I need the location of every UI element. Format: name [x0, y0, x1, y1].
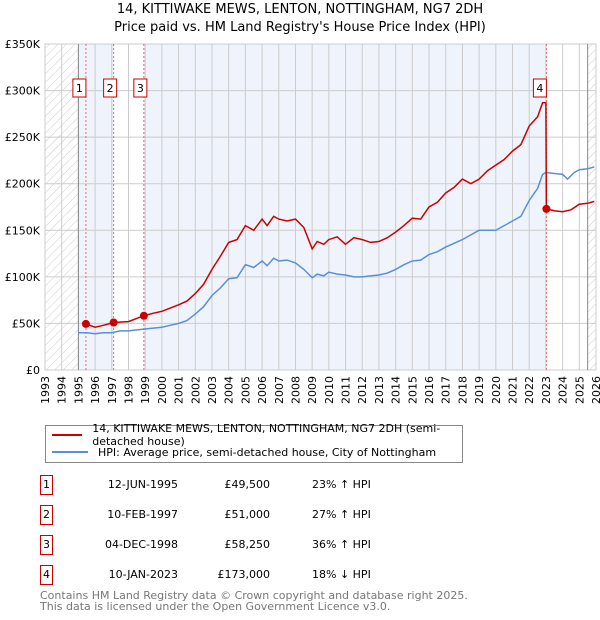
- sale-label-box: 3: [133, 78, 148, 98]
- x-tick-label: 2025: [573, 376, 586, 404]
- sale-label-number: 1: [76, 82, 83, 95]
- sale-label-border: [72, 78, 87, 98]
- y-tick-label: £350K: [5, 38, 41, 51]
- sale-label-box: 2: [103, 78, 118, 98]
- x-tick-label: 1997: [106, 376, 119, 404]
- sale-marker-badge: 4: [40, 565, 53, 585]
- sale-date: 10-JAN-2023: [108, 568, 178, 581]
- plot-area: 1993 1994 1995 1996 1997 1998 1999 2000 2001 2002…: [5, 38, 600, 404]
- sale-label-box: 4: [532, 78, 547, 98]
- x-tick-label: 1999: [139, 376, 152, 404]
- x-tick-label: 2019: [473, 376, 486, 404]
- sale-date: 04-DEC-1998: [104, 538, 178, 551]
- legend-item-property: 14, KITTIWAKE MEWS, LENTON, NOTTINGHAM, …: [52, 422, 462, 448]
- chart-subtitle: Price paid vs. HM Land Registry's House …: [114, 20, 486, 35]
- x-tick-label: 2004: [223, 376, 236, 404]
- footer-licence: This data is licensed under the Open Gov…: [40, 600, 391, 613]
- x-tick-label: 2024: [557, 376, 570, 404]
- shaded-band: [78, 44, 114, 370]
- x-tick-label: 2008: [289, 376, 302, 404]
- y-tick-label: £250K: [5, 131, 41, 144]
- legend-swatch-red: [52, 434, 83, 436]
- sale-marker-badge: 3: [40, 535, 53, 555]
- x-tick-label: 2000: [156, 376, 169, 404]
- x-tick-label: 2020: [490, 376, 503, 404]
- sale-price: £49,500: [224, 478, 271, 491]
- x-tick-label: 2010: [323, 376, 336, 404]
- sale-price: £58,250: [224, 538, 271, 551]
- x-tick-label: 2001: [173, 376, 186, 404]
- x-tick-label: 2021: [507, 376, 520, 404]
- x-tick-label: 2007: [273, 376, 286, 404]
- sale-hpi-diff: 23% ↑ HPI: [312, 478, 371, 491]
- sale-hpi-diff: 18% ↓ HPI: [312, 568, 371, 581]
- sale-date: 12-JUN-1995: [107, 478, 178, 491]
- sale-marker-badge: 2: [40, 505, 53, 525]
- y-tick-label: £100K: [5, 271, 41, 284]
- sale-hpi-diff: 27% ↑ HPI: [312, 508, 371, 521]
- sale-point: [139, 311, 148, 320]
- sale-price: £51,000: [224, 508, 271, 521]
- x-tick-label: 2002: [189, 376, 202, 404]
- hpi-line: [78, 166, 595, 335]
- sale-label-number: 3: [137, 82, 144, 95]
- chart-title: 14, KITTIWAKE MEWS, LENTON, NOTTINGHAM, …: [116, 2, 484, 17]
- x-tick-label: 2026: [590, 376, 600, 404]
- y-tick-label: £200K: [5, 178, 41, 191]
- sale-point: [81, 319, 90, 328]
- x-tick-label: 2016: [423, 376, 436, 404]
- x-tick-label: 2018: [456, 376, 469, 404]
- plot-border: [44, 43, 597, 371]
- x-tick-label: 1998: [122, 376, 135, 404]
- sale-date: 10-FEB-1997: [107, 508, 178, 521]
- legend-item-hpi: HPI: Average price, semi-detached house,…: [52, 444, 436, 460]
- footer-copyright: Contains HM Land Registry data © Crown c…: [40, 589, 468, 602]
- x-tick-label: 2013: [373, 376, 386, 404]
- legend-label: 14, KITTIWAKE MEWS, LENTON, NOTTINGHAM, …: [92, 422, 441, 448]
- sale-label-border: [103, 78, 118, 98]
- sale-label-number: 2: [107, 82, 114, 95]
- sale-point: [542, 204, 551, 213]
- x-tick-label: 2006: [256, 376, 269, 404]
- hatched-region-future: [587, 44, 596, 370]
- y-tick-label: £150K: [5, 224, 41, 237]
- sale-hpi-diff: 36% ↑ HPI: [312, 538, 371, 551]
- x-tick-label: 1994: [56, 376, 69, 404]
- y-tick-label: £50K: [12, 317, 41, 330]
- footer: Contains HM Land Registry data © Crown c…: [40, 590, 468, 612]
- sale-label-box: 1: [72, 78, 87, 98]
- legend-label: HPI: Average price, semi-detached house,…: [98, 445, 437, 459]
- x-tick-label: 2015: [406, 376, 419, 404]
- x-tick-label: 2005: [239, 376, 252, 404]
- x-tick-label: 2012: [356, 376, 369, 404]
- x-tick-label: 1995: [72, 376, 85, 404]
- sale-label-number: 4: [536, 82, 543, 95]
- y-tick-label: £300K: [5, 85, 41, 98]
- x-tick-label: 2014: [390, 376, 403, 404]
- legend: 14, KITTIWAKE MEWS, LENTON, NOTTINGHAM, …: [45, 422, 463, 463]
- x-tick-label: 2022: [523, 376, 536, 404]
- legend-swatch-blue: [52, 451, 88, 453]
- property-price-line: [85, 101, 595, 328]
- x-tick-label: 2023: [540, 376, 553, 404]
- sale-point: [109, 318, 118, 327]
- x-tick-label: 2009: [306, 376, 319, 404]
- x-tick-label: 1993: [39, 376, 52, 404]
- y-tick-label: £0: [26, 364, 40, 377]
- sale-label-border: [532, 78, 547, 98]
- sale-price: £173,000: [217, 568, 271, 581]
- sale-label-border: [133, 78, 148, 98]
- x-tick-label: 2017: [440, 376, 453, 404]
- x-tick-label: 2011: [340, 376, 353, 404]
- sale-marker-badge: 1: [40, 475, 53, 495]
- x-tick-label: 2003: [206, 376, 219, 404]
- x-tick-label: 1996: [89, 376, 102, 404]
